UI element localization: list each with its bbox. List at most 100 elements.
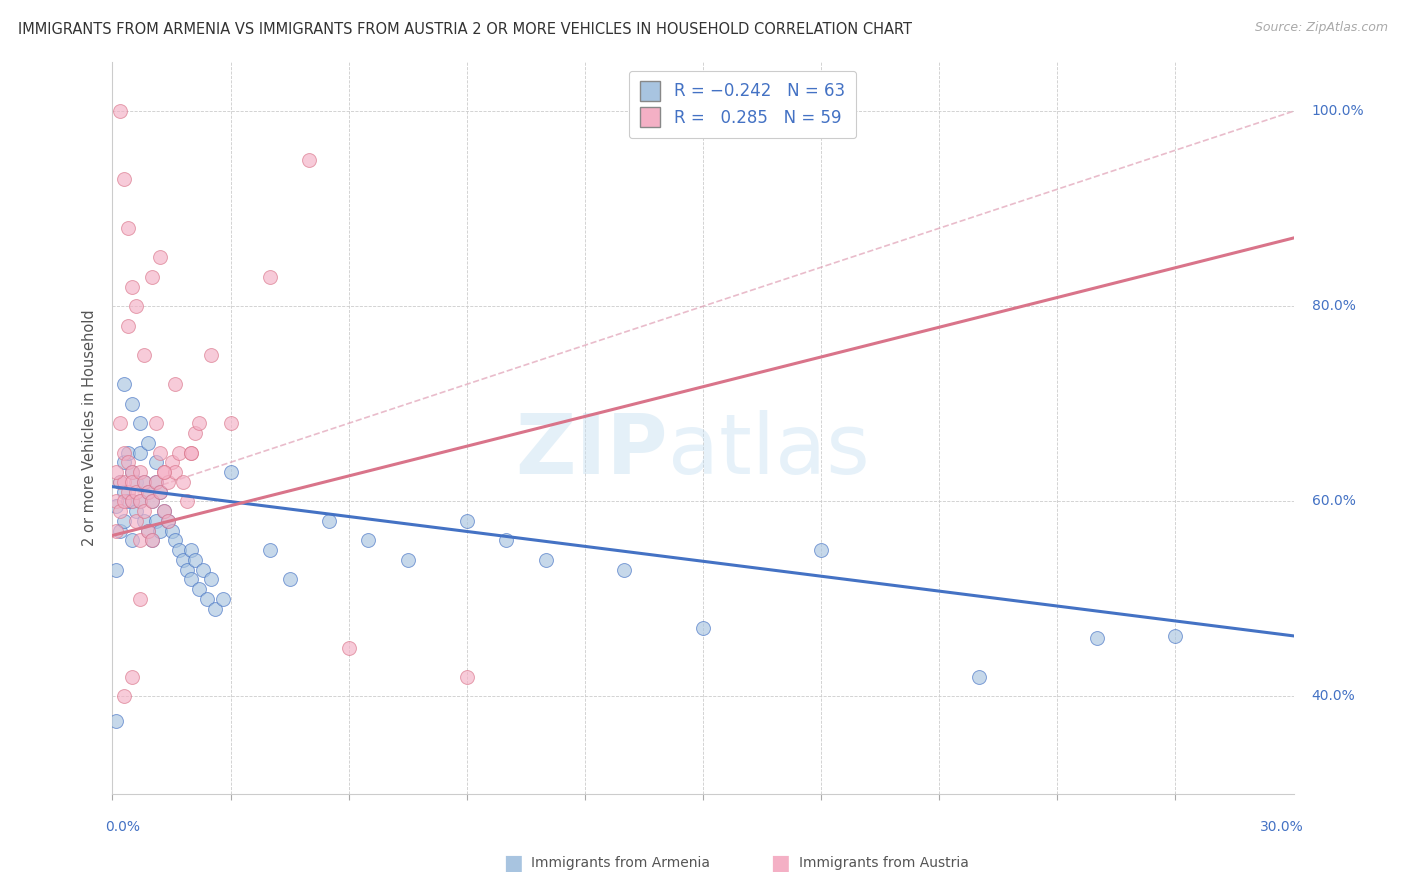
Point xyxy=(172,475,194,489)
Point xyxy=(117,484,139,499)
Point xyxy=(165,465,187,479)
Point xyxy=(125,514,148,528)
Point xyxy=(165,533,187,548)
Point xyxy=(188,417,211,431)
Point xyxy=(1164,629,1187,643)
Point xyxy=(337,640,360,655)
Text: IMMIGRANTS FROM ARMENIA VS IMMIGRANTS FROM AUSTRIA 2 OR MORE VEHICLES IN HOUSEHO: IMMIGRANTS FROM ARMENIA VS IMMIGRANTS FR… xyxy=(18,22,912,37)
Point xyxy=(121,475,143,489)
Point xyxy=(145,455,167,469)
Point xyxy=(298,153,321,167)
Text: ■: ■ xyxy=(770,853,790,872)
Point xyxy=(110,504,132,518)
Point xyxy=(180,445,202,459)
Point xyxy=(129,494,152,508)
Point xyxy=(105,524,128,538)
Point xyxy=(132,475,155,489)
Text: ZIP: ZIP xyxy=(515,409,668,491)
Point xyxy=(112,455,135,469)
Point xyxy=(121,465,143,479)
Point xyxy=(200,572,222,586)
Point xyxy=(141,533,163,548)
Point xyxy=(1085,631,1108,645)
Point xyxy=(180,572,202,586)
Point xyxy=(495,533,517,548)
Point xyxy=(125,475,148,489)
Point xyxy=(105,494,128,508)
Point xyxy=(188,582,211,596)
Point xyxy=(172,553,194,567)
Point xyxy=(117,494,139,508)
Point xyxy=(149,445,172,459)
Point xyxy=(141,270,163,285)
Point xyxy=(112,445,135,459)
Text: 100.0%: 100.0% xyxy=(1312,104,1364,119)
Point xyxy=(278,572,301,586)
Point xyxy=(967,670,990,684)
Point xyxy=(132,475,155,489)
Point xyxy=(132,348,155,362)
Point xyxy=(259,543,281,558)
Point xyxy=(125,484,148,499)
Point xyxy=(112,690,135,704)
Text: ■: ■ xyxy=(503,853,523,872)
Point xyxy=(136,524,159,538)
Point xyxy=(184,553,207,567)
Point xyxy=(105,714,128,728)
Point xyxy=(318,514,340,528)
Point xyxy=(160,524,183,538)
Point xyxy=(105,465,128,479)
Point xyxy=(195,591,218,606)
Text: Immigrants from Austria: Immigrants from Austria xyxy=(799,855,969,870)
Point xyxy=(129,465,152,479)
Point xyxy=(145,475,167,489)
Point xyxy=(191,563,214,577)
Point xyxy=(121,279,143,293)
Point xyxy=(152,465,174,479)
Point xyxy=(180,445,202,459)
Point xyxy=(136,484,159,499)
Point xyxy=(112,475,135,489)
Point xyxy=(129,494,152,508)
Point xyxy=(117,455,139,469)
Text: Immigrants from Armenia: Immigrants from Armenia xyxy=(531,855,710,870)
Point xyxy=(145,514,167,528)
Point xyxy=(204,601,226,615)
Point xyxy=(136,484,159,499)
Text: 30.0%: 30.0% xyxy=(1260,820,1303,834)
Point xyxy=(810,543,832,558)
Point xyxy=(129,445,152,459)
Point xyxy=(169,445,191,459)
Point xyxy=(176,563,198,577)
Point xyxy=(132,514,155,528)
Point xyxy=(165,377,187,392)
Point xyxy=(456,514,478,528)
Point xyxy=(121,670,143,684)
Point xyxy=(156,514,179,528)
Text: atlas: atlas xyxy=(668,409,869,491)
Point xyxy=(112,484,135,499)
Point xyxy=(259,270,281,285)
Point xyxy=(125,299,148,313)
Point xyxy=(149,484,172,499)
Point xyxy=(149,524,172,538)
Point xyxy=(156,514,179,528)
Point xyxy=(534,553,557,567)
Text: 80.0%: 80.0% xyxy=(1312,299,1355,313)
Point xyxy=(219,417,242,431)
Point xyxy=(456,670,478,684)
Point xyxy=(152,504,174,518)
Point xyxy=(141,494,163,508)
Point xyxy=(105,563,128,577)
Point xyxy=(176,494,198,508)
Point xyxy=(149,484,172,499)
Point xyxy=(129,591,152,606)
Point xyxy=(121,533,143,548)
Point xyxy=(117,221,139,235)
Point xyxy=(110,524,132,538)
Point xyxy=(112,172,135,186)
Point xyxy=(145,417,167,431)
Point xyxy=(125,504,148,518)
Point xyxy=(132,504,155,518)
Text: 60.0%: 60.0% xyxy=(1312,494,1355,508)
